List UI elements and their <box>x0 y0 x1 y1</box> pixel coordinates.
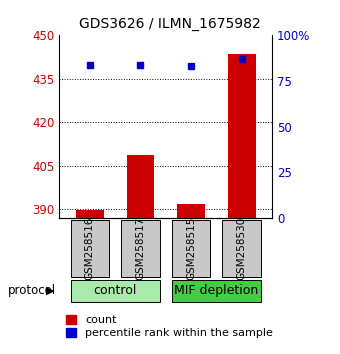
Bar <box>177 204 205 218</box>
Text: GDS3626 / ILMN_1675982: GDS3626 / ILMN_1675982 <box>79 17 261 31</box>
Text: protocol: protocol <box>7 285 56 297</box>
Text: GSM258515: GSM258515 <box>186 217 196 280</box>
FancyBboxPatch shape <box>71 220 109 277</box>
Bar <box>228 54 256 218</box>
Text: GSM258530: GSM258530 <box>237 217 246 280</box>
Text: ▶: ▶ <box>46 286 54 296</box>
FancyBboxPatch shape <box>172 220 210 277</box>
Legend: count, percentile rank within the sample: count, percentile rank within the sample <box>65 314 274 339</box>
Bar <box>76 210 104 218</box>
Text: GSM258517: GSM258517 <box>135 217 146 280</box>
Bar <box>126 155 154 218</box>
Text: control: control <box>94 284 137 297</box>
FancyBboxPatch shape <box>121 220 160 277</box>
FancyBboxPatch shape <box>71 280 160 302</box>
Text: GSM258516: GSM258516 <box>85 217 95 280</box>
FancyBboxPatch shape <box>222 220 261 277</box>
FancyBboxPatch shape <box>172 280 261 302</box>
Text: MIF depletion: MIF depletion <box>174 284 258 297</box>
